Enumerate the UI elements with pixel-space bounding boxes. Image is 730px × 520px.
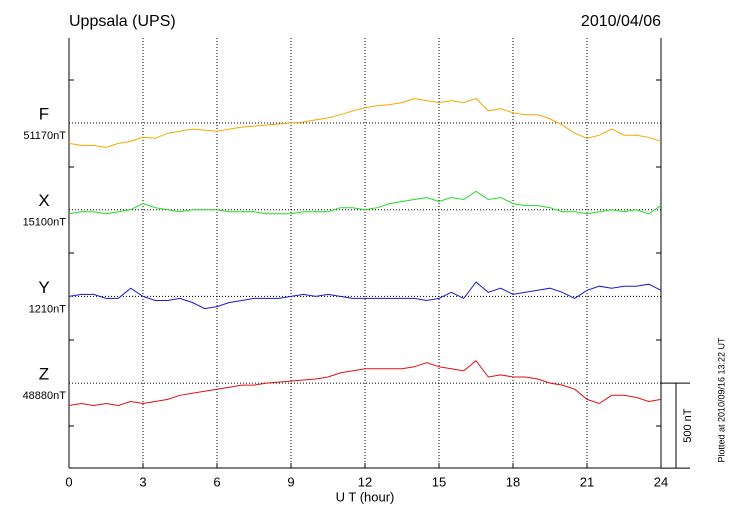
footnote: Plotted at 2010/09/16 13:22 UT xyxy=(716,337,726,463)
x-tick-label: 6 xyxy=(213,474,220,489)
x-tick-label: 12 xyxy=(358,474,372,489)
baseline-label: 51170nT xyxy=(23,130,66,142)
x-tick-label: 0 xyxy=(65,474,72,489)
baseline-label: 48880nT xyxy=(23,390,67,402)
series-line xyxy=(68,190,662,215)
chart-title: Uppsala (UPS) xyxy=(69,13,176,30)
series-name: Y xyxy=(38,278,49,297)
series-line xyxy=(68,359,662,407)
x-tick-label: 15 xyxy=(432,474,446,489)
series-line xyxy=(68,281,662,310)
x-tick-label: 18 xyxy=(506,474,520,489)
left-ticks xyxy=(69,79,661,427)
x-tick-label: 9 xyxy=(287,474,294,489)
x-axis-label: U T (hour) xyxy=(336,489,395,504)
x-tick-label: 3 xyxy=(139,474,146,489)
x-tick-label: 24 xyxy=(654,474,668,489)
series-name: Z xyxy=(39,365,49,384)
baseline-label: 15100nT xyxy=(23,217,67,229)
series-name: F xyxy=(39,104,49,123)
series-line xyxy=(68,97,662,149)
scale-bar-label: 500 nT xyxy=(682,408,694,443)
x-tick-label: 21 xyxy=(580,474,594,489)
baseline-label: 1210nT xyxy=(29,303,67,315)
series-name: X xyxy=(38,191,49,210)
chart-date: 2010/04/06 xyxy=(581,13,661,30)
